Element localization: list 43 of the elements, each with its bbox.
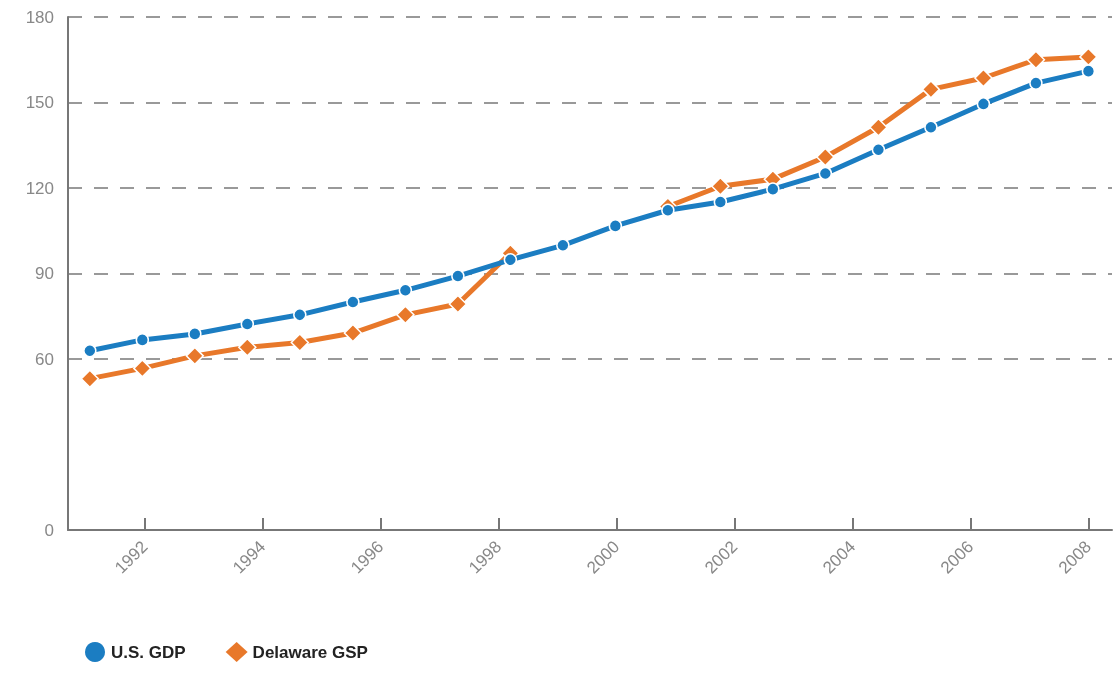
point [238,338,257,357]
point [869,118,888,137]
point [185,346,205,366]
point [871,143,886,157]
point [188,327,202,341]
point [766,182,780,196]
point [503,253,518,267]
point [816,147,835,167]
point [924,120,938,135]
point [713,195,728,209]
point [1029,76,1043,90]
y-tick-label: 180 [25,7,54,27]
point [818,166,833,181]
point [556,238,570,253]
point [711,177,730,196]
point [974,68,993,88]
point [346,295,360,309]
point [293,308,307,322]
point [290,333,310,352]
point [343,323,363,343]
point [135,333,150,347]
y-tick-label: 60 [35,349,54,369]
point [921,80,941,99]
point [83,343,97,358]
point [976,97,991,111]
point [1081,64,1096,78]
point [398,283,413,298]
point [661,203,675,217]
y-tick-label: 120 [25,178,54,198]
point [448,294,468,314]
y-tick-label: 150 [25,93,54,112]
point [608,219,623,233]
point [240,317,255,331]
point [133,359,152,378]
y-tick-label: 0 [44,520,54,540]
point [396,305,415,325]
legend-label: U.S. GDP [111,642,186,662]
point [1079,47,1098,67]
point [1026,50,1046,69]
point [451,269,465,283]
point [80,369,100,388]
y-tick-label: 90 [35,264,54,283]
legend-label: Delaware GSP [252,642,368,662]
